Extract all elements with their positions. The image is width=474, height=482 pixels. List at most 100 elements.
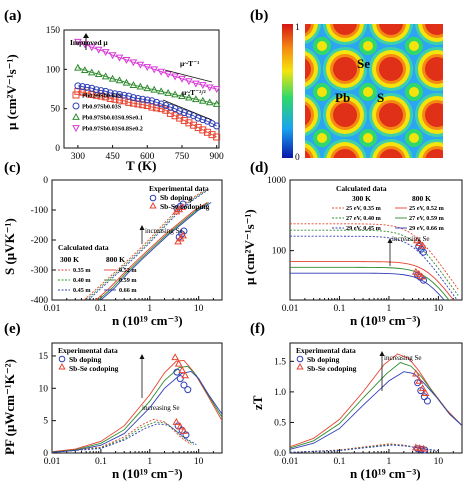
panel-a-point: [171, 90, 179, 98]
panel-e-curve-4: [52, 421, 195, 453]
panel-a-point: [108, 74, 117, 82]
panel-label-c: (c): [4, 160, 21, 176]
panel-f-point-sbse: [411, 443, 420, 451]
panel-e-arrow-head: [139, 354, 145, 359]
panel-c-ylabel: S (μVK⁻¹): [2, 218, 17, 275]
panel-e-point-sbse: [181, 371, 190, 379]
panel-b-heatmap: Se Pb S 1 0: [282, 23, 443, 163]
panel-d-curve-2: [290, 235, 458, 300]
panel-d-point-sbse: [418, 241, 427, 249]
panel-a-point: [176, 114, 184, 122]
panel-f-curve-2: [290, 371, 462, 450]
panel-a-point: [106, 89, 114, 97]
panel-c-calc-300: 300 K: [60, 255, 79, 264]
panel-a-point: [185, 119, 193, 127]
panel-a-point: [87, 44, 96, 52]
panel-a-xtick-label: 450: [105, 152, 120, 162]
panel-a-point: [157, 105, 165, 113]
panel-a-point: [101, 49, 110, 57]
panel-e-point-sbse: [176, 422, 185, 430]
panel-a-legend-label-1: Pb0.97Sb0.03S: [82, 104, 122, 111]
panel-d-calc-label-300-0: 25 eV, 0.35 m: [346, 205, 382, 212]
panel-e-xtick-label: 0.01: [44, 457, 61, 467]
panel-a-point: [129, 81, 138, 88]
panel-a-point: [194, 124, 202, 132]
panel-d-point-sbse: [417, 272, 426, 280]
panel-f-point-sbse: [415, 376, 424, 384]
panel-a-point: [122, 78, 131, 86]
panel-a-point: [213, 122, 221, 130]
panel-a-arrow-head: [83, 33, 89, 38]
panel-e-legend-marker-sb: [58, 355, 66, 363]
panel-c-arrow-head: [139, 225, 145, 230]
panel-a-xtick-label: 900: [210, 152, 225, 162]
panel-a-point: [198, 82, 207, 90]
panel-d-calc-title: Calculated data: [336, 184, 387, 193]
panel-d-curves: [290, 223, 459, 300]
panel-a-series-line-0: [77, 90, 217, 138]
panel-a-point: [178, 92, 186, 99]
panel-a-xtick-label: 750: [175, 152, 190, 162]
panel-label-a: (a): [4, 8, 22, 24]
panel-c-calc-label-300-1: 0.40 m: [73, 277, 91, 284]
panel-a-point: [148, 97, 156, 105]
panel-a-point: [205, 98, 214, 106]
panel-c-calc-800: 800 K: [106, 255, 125, 264]
panel-c-point-sbse: [178, 202, 187, 210]
panel-a-point: [171, 73, 179, 81]
panel-c-curve-4: [85, 191, 205, 300]
panel-e-xtick-label: 0.1: [95, 457, 107, 467]
panel-d-point-sb: [420, 248, 428, 256]
panel-f-arrow-label: increasing Se: [384, 354, 422, 362]
panel-label-d: (d): [250, 160, 268, 176]
panel-a-point: [199, 126, 207, 134]
panel-a-point: [190, 121, 198, 129]
panel-e-curve-1: [52, 365, 222, 453]
panel-a-point: [143, 64, 152, 72]
panel-a-trend-line-1: [164, 69, 213, 83]
panel-a-legend-marker-1: [72, 102, 80, 110]
panel-a-point: [139, 95, 147, 103]
panel-a-point: [171, 112, 179, 120]
panel-f-ytick-label: 1.5: [274, 357, 286, 367]
panel-e-arrow-label: increasing Se: [142, 404, 180, 412]
panel-c-curve-1: [98, 202, 209, 300]
panel-d-point-sbse: [411, 267, 420, 275]
panel-e-point-sb: [180, 381, 188, 389]
panel-a-ylabel: μ (cm²V⁻¹s⁻¹): [4, 54, 19, 130]
panel-d-curve-0: [290, 223, 459, 290]
panel-a-point: [79, 83, 87, 91]
panel-a-point: [94, 70, 103, 77]
panel-f-ylabel: zT: [250, 395, 265, 410]
panel-c-xtick-label: 10: [194, 304, 204, 314]
panel-d-xtick-label: 0.1: [334, 304, 346, 314]
panel-b-atom-pb: Pb: [335, 90, 350, 105]
panel-d-curve-4: [290, 266, 450, 300]
panel-a-annotation-improved: Improved μ: [70, 38, 108, 47]
panel-label-e: (e): [4, 321, 21, 337]
panel-a-point: [115, 76, 124, 84]
panel-a-legend-label-2: Pb0.97Sb0.03S0.9Se0.1: [82, 115, 143, 122]
panel-e-xtick-label: 1: [147, 457, 152, 467]
panel-e-ytick-label: 0: [43, 449, 48, 459]
panel-d-calc-label-800-2: 29 eV, 0.66 m: [409, 225, 445, 232]
panel-a-chart: 300 450 600 750 900 0 50 100 150 Improved μ μ~T⁻…: [4, 26, 224, 173]
panel-a-point: [129, 59, 138, 67]
panel-a-point: [134, 94, 142, 102]
panel-c-calc-title: Calculated data: [58, 243, 109, 252]
panel-c-ytick-label: -400: [31, 296, 49, 306]
panel-e-legend-sbse: Sb-Se codoping: [69, 364, 119, 373]
panel-d-calc-label-800-1: 27 eV, 0.59 m: [409, 215, 445, 222]
panel-a-point: [143, 96, 151, 104]
panel-a-point: [94, 46, 103, 54]
panel-e-point-sbse: [178, 366, 187, 374]
panel-a-annotation-t2: μ~T⁻²/²: [182, 88, 206, 97]
panel-e-ytick-label: 15: [39, 352, 49, 362]
panel-f-point-sbse: [418, 384, 427, 392]
panel-a-point: [199, 116, 207, 124]
panel-c-curve-0: [95, 202, 208, 300]
panel-f-point-sbse: [415, 444, 424, 452]
panel-c-legend-sbse: Sb-Se codoping: [160, 202, 210, 211]
